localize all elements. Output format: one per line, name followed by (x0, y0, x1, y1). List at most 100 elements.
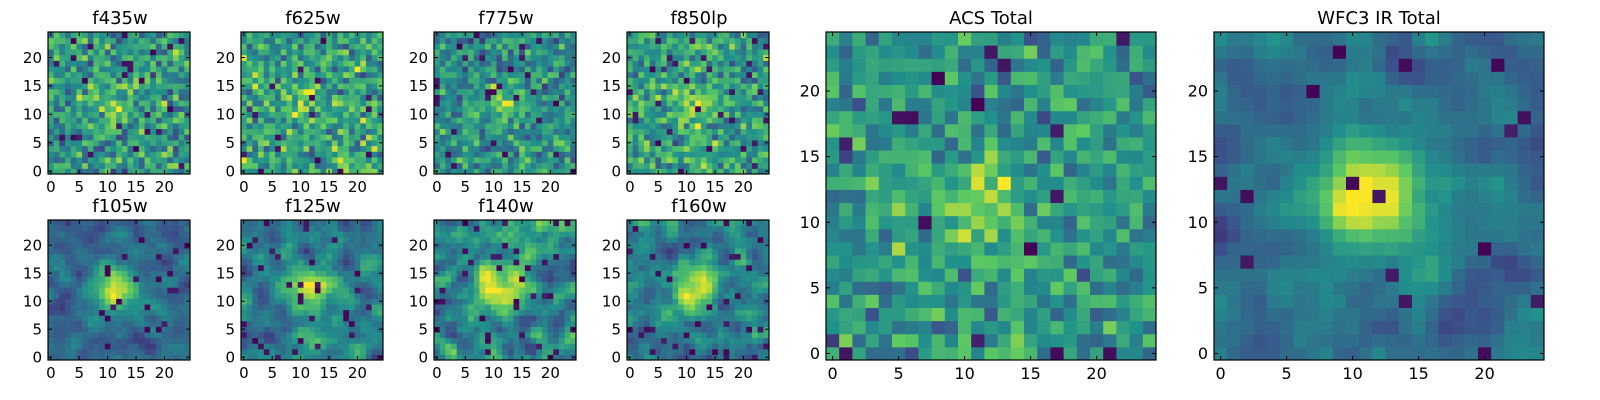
heatmap-cell (167, 287, 174, 294)
heatmap-cell (348, 134, 356, 141)
heatmap-cell (434, 343, 441, 350)
heatmap-cell (337, 309, 344, 316)
heatmap-cell (161, 43, 168, 50)
heatmap-cell (649, 348, 656, 355)
heatmap-cell (638, 145, 645, 152)
heatmap-cell (456, 88, 463, 95)
heatmap-cell (155, 54, 163, 61)
heatmap-cell (553, 332, 560, 339)
heatmap-cell (479, 253, 486, 260)
heatmap-cell (632, 49, 639, 56)
heatmap-cell (468, 354, 475, 361)
heatmap-cell (485, 343, 492, 350)
heatmap-cell (683, 270, 690, 277)
heatmap-cell (76, 348, 83, 355)
heatmap-cell (700, 145, 708, 152)
heatmap-cell (507, 105, 515, 113)
heatmap-cell (360, 281, 367, 288)
heatmap-cell (121, 37, 129, 44)
heatmap-cell (371, 315, 378, 322)
heatmap-cell (371, 139, 378, 147)
heatmap-cell (632, 343, 639, 350)
heatmap-cell (87, 162, 94, 169)
heatmap-cell (172, 71, 180, 78)
heatmap-cell (524, 248, 532, 255)
heatmap-cell (536, 220, 543, 227)
heatmap-cell (479, 134, 486, 141)
heatmap-cell (348, 348, 356, 355)
heatmap-cell (729, 315, 736, 322)
heatmap-cell (530, 343, 537, 350)
heatmap-cell (365, 128, 373, 135)
heatmap-cell (661, 315, 668, 322)
heatmap-cell (343, 348, 350, 355)
heatmap-cell (558, 253, 566, 260)
heatmap-cell (678, 168, 685, 175)
heatmap-cell (93, 354, 100, 361)
heatmap-cell (496, 348, 503, 355)
heatmap-cell (507, 304, 515, 311)
heatmap-cell (541, 128, 549, 135)
y-tick-label: 5 (32, 320, 42, 338)
heatmap-cell (490, 71, 497, 78)
heatmap-cell (729, 320, 736, 327)
heatmap-cell (314, 139, 322, 147)
heatmap-cell (82, 151, 89, 158)
heatmap-cell (286, 60, 293, 67)
heatmap-cell (513, 77, 520, 84)
heatmap-cell (280, 49, 287, 56)
heatmap-cell (360, 168, 367, 175)
heatmap-cell (133, 231, 140, 238)
heatmap-cell (138, 139, 146, 147)
heatmap-cell (564, 134, 571, 141)
heatmap-cell (712, 281, 719, 288)
y-tick-label: 10 (409, 292, 428, 310)
heatmap-cell (547, 287, 554, 294)
heatmap-cell (127, 304, 134, 311)
heatmap-cell (297, 83, 304, 90)
heatmap-cell (712, 276, 719, 283)
heatmap-cell (513, 281, 520, 288)
heatmap-cell (564, 32, 571, 39)
heatmap-cell (439, 332, 446, 339)
heatmap-cell (150, 122, 157, 130)
heatmap-cell (280, 43, 287, 50)
heatmap-cell (104, 231, 111, 238)
heatmap-cell (314, 337, 322, 344)
heatmap-cell (530, 139, 537, 147)
heatmap-cell (638, 37, 645, 44)
heatmap-cell (530, 225, 537, 232)
heatmap-cell (314, 37, 322, 44)
heatmap-cell (269, 264, 276, 271)
heatmap-cell (297, 270, 304, 277)
heatmap-cell (275, 231, 282, 238)
heatmap-cell (258, 248, 265, 255)
heatmap-cell (87, 49, 94, 56)
heatmap-cell (167, 145, 174, 152)
heatmap-cell (76, 320, 83, 327)
heatmap-cell (241, 122, 248, 130)
heatmap-cell (513, 111, 520, 118)
heatmap-cell (746, 304, 753, 311)
heatmap-cell (371, 83, 378, 90)
heatmap-cell (632, 304, 639, 311)
heatmap-cell (723, 320, 730, 327)
heatmap-cell (269, 236, 276, 243)
heatmap-cell (746, 315, 753, 322)
heatmap-cell (689, 304, 696, 311)
heatmap-cell (689, 337, 696, 344)
heatmap-cell (740, 117, 747, 124)
heatmap-cell (150, 242, 157, 249)
heatmap-cell (178, 326, 185, 333)
heatmap-cell (337, 298, 344, 305)
heatmap-cell (678, 122, 685, 130)
heatmap-cell (695, 37, 702, 44)
heatmap-cell (445, 117, 452, 124)
heatmap-cell (53, 77, 60, 84)
heatmap-cell (241, 117, 248, 124)
heatmap-cell (93, 276, 100, 283)
heatmap-cell (320, 77, 327, 84)
heatmap-cell (360, 71, 367, 78)
heatmap-cell (751, 54, 759, 61)
heatmap-cell (104, 83, 111, 90)
